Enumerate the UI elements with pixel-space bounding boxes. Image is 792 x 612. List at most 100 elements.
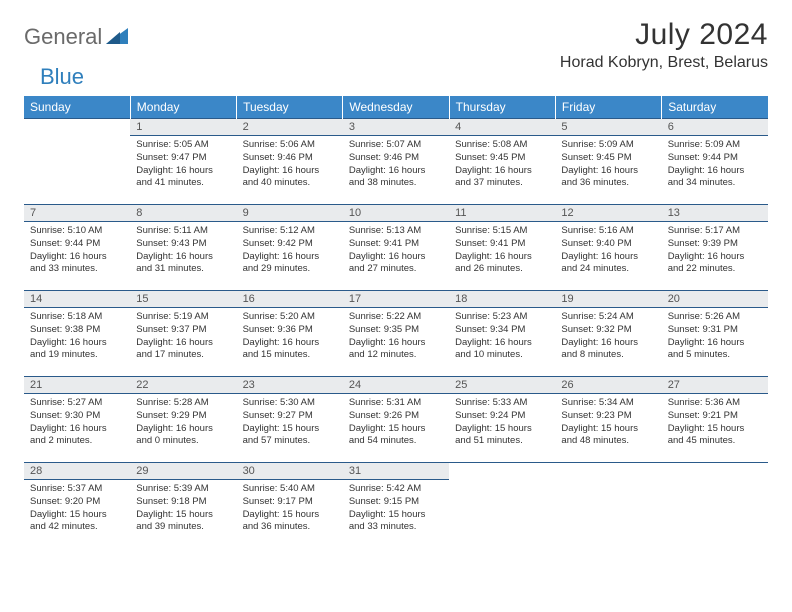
day-number: 5	[555, 119, 661, 136]
day-details: Sunrise: 5:30 AMSunset: 9:27 PMDaylight:…	[237, 394, 343, 448]
day-cell: 8Sunrise: 5:11 AMSunset: 9:43 PMDaylight…	[130, 205, 236, 291]
day-details: Sunrise: 5:20 AMSunset: 9:36 PMDaylight:…	[237, 308, 343, 362]
day-cell: 23Sunrise: 5:30 AMSunset: 9:27 PMDayligh…	[237, 377, 343, 463]
day-details: Sunrise: 5:42 AMSunset: 9:15 PMDaylight:…	[343, 480, 449, 534]
daylight-text: Daylight: 16 hours and 33 minutes.	[30, 251, 124, 277]
daylight-text: Daylight: 16 hours and 15 minutes.	[243, 337, 337, 363]
weekday-header: Sunday	[24, 96, 130, 119]
weekday-header: Saturday	[662, 96, 768, 119]
sunrise-text: Sunrise: 5:08 AM	[455, 139, 549, 152]
day-cell: 20Sunrise: 5:26 AMSunset: 9:31 PMDayligh…	[662, 291, 768, 377]
sunset-text: Sunset: 9:24 PM	[455, 410, 549, 423]
sunrise-text: Sunrise: 5:26 AM	[668, 311, 762, 324]
day-details: Sunrise: 5:10 AMSunset: 9:44 PMDaylight:…	[24, 222, 130, 276]
day-number: 4	[449, 119, 555, 136]
day-cell: 25Sunrise: 5:33 AMSunset: 9:24 PMDayligh…	[449, 377, 555, 463]
daylight-text: Daylight: 15 hours and 36 minutes.	[243, 509, 337, 535]
daylight-text: Daylight: 16 hours and 12 minutes.	[349, 337, 443, 363]
day-details: Sunrise: 5:19 AMSunset: 9:37 PMDaylight:…	[130, 308, 236, 362]
sunset-text: Sunset: 9:17 PM	[243, 496, 337, 509]
day-cell: .	[24, 119, 130, 205]
day-details: Sunrise: 5:07 AMSunset: 9:46 PMDaylight:…	[343, 136, 449, 190]
day-number: 24	[343, 377, 449, 394]
day-number: 23	[237, 377, 343, 394]
sunrise-text: Sunrise: 5:09 AM	[561, 139, 655, 152]
daylight-text: Daylight: 16 hours and 17 minutes.	[136, 337, 230, 363]
weekday-header: Tuesday	[237, 96, 343, 119]
sunrise-text: Sunrise: 5:17 AM	[668, 225, 762, 238]
day-cell: 2Sunrise: 5:06 AMSunset: 9:46 PMDaylight…	[237, 119, 343, 205]
week-row: 21Sunrise: 5:27 AMSunset: 9:30 PMDayligh…	[24, 377, 768, 463]
daylight-text: Daylight: 15 hours and 45 minutes.	[668, 423, 762, 449]
day-cell: 9Sunrise: 5:12 AMSunset: 9:42 PMDaylight…	[237, 205, 343, 291]
day-number: 12	[555, 205, 661, 222]
day-number: 27	[662, 377, 768, 394]
day-details: Sunrise: 5:16 AMSunset: 9:40 PMDaylight:…	[555, 222, 661, 276]
sunset-text: Sunset: 9:46 PM	[349, 152, 443, 165]
page-title: July 2024	[560, 18, 768, 52]
daylight-text: Daylight: 16 hours and 8 minutes.	[561, 337, 655, 363]
day-number: 1	[130, 119, 236, 136]
sunset-text: Sunset: 9:34 PM	[455, 324, 549, 337]
day-cell: 28Sunrise: 5:37 AMSunset: 9:20 PMDayligh…	[24, 463, 130, 549]
day-details: Sunrise: 5:06 AMSunset: 9:46 PMDaylight:…	[237, 136, 343, 190]
title-block: July 2024 Horad Kobryn, Brest, Belarus	[560, 18, 768, 72]
day-cell: 11Sunrise: 5:15 AMSunset: 9:41 PMDayligh…	[449, 205, 555, 291]
sunrise-text: Sunrise: 5:28 AM	[136, 397, 230, 410]
week-row: 7Sunrise: 5:10 AMSunset: 9:44 PMDaylight…	[24, 205, 768, 291]
daylight-text: Daylight: 15 hours and 39 minutes.	[136, 509, 230, 535]
sunset-text: Sunset: 9:21 PM	[668, 410, 762, 423]
daylight-text: Daylight: 16 hours and 0 minutes.	[136, 423, 230, 449]
daylight-text: Daylight: 15 hours and 48 minutes.	[561, 423, 655, 449]
day-number: 30	[237, 463, 343, 480]
logo-word-blue: Blue	[40, 64, 84, 90]
day-cell: 3Sunrise: 5:07 AMSunset: 9:46 PMDaylight…	[343, 119, 449, 205]
day-number: 16	[237, 291, 343, 308]
day-cell: 10Sunrise: 5:13 AMSunset: 9:41 PMDayligh…	[343, 205, 449, 291]
daylight-text: Daylight: 16 hours and 5 minutes.	[668, 337, 762, 363]
sunrise-text: Sunrise: 5:18 AM	[30, 311, 124, 324]
sunset-text: Sunset: 9:23 PM	[561, 410, 655, 423]
daylight-text: Daylight: 16 hours and 31 minutes.	[136, 251, 230, 277]
sunset-text: Sunset: 9:29 PM	[136, 410, 230, 423]
daylight-text: Daylight: 16 hours and 24 minutes.	[561, 251, 655, 277]
day-number: 14	[24, 291, 130, 308]
day-cell: 24Sunrise: 5:31 AMSunset: 9:26 PMDayligh…	[343, 377, 449, 463]
day-details: Sunrise: 5:08 AMSunset: 9:45 PMDaylight:…	[449, 136, 555, 190]
sunrise-text: Sunrise: 5:11 AM	[136, 225, 230, 238]
sunrise-text: Sunrise: 5:09 AM	[668, 139, 762, 152]
sunset-text: Sunset: 9:26 PM	[349, 410, 443, 423]
sunset-text: Sunset: 9:41 PM	[349, 238, 443, 251]
daylight-text: Daylight: 16 hours and 37 minutes.	[455, 165, 549, 191]
sunset-text: Sunset: 9:32 PM	[561, 324, 655, 337]
week-row: .1Sunrise: 5:05 AMSunset: 9:47 PMDayligh…	[24, 119, 768, 205]
sunset-text: Sunset: 9:30 PM	[30, 410, 124, 423]
day-number: 11	[449, 205, 555, 222]
weekday-header: Monday	[130, 96, 236, 119]
daylight-text: Daylight: 16 hours and 38 minutes.	[349, 165, 443, 191]
daylight-text: Daylight: 16 hours and 22 minutes.	[668, 251, 762, 277]
weekday-header: Wednesday	[343, 96, 449, 119]
day-number: 19	[555, 291, 661, 308]
logo-triangle-icon	[106, 26, 128, 49]
day-cell: 27 Sunrise: 5:36 AMSunset: 9:21 PMDayligh…	[662, 377, 768, 463]
week-row: 28Sunrise: 5:37 AMSunset: 9:20 PMDayligh…	[24, 463, 768, 549]
sunrise-text: Sunrise: 5:31 AM	[349, 397, 443, 410]
day-number: 9	[237, 205, 343, 222]
day-number: 18	[449, 291, 555, 308]
sunrise-text: Sunrise: 5:22 AM	[349, 311, 443, 324]
sunset-text: Sunset: 9:45 PM	[455, 152, 549, 165]
sunrise-text: Sunrise: 5:36 AM	[668, 397, 762, 410]
day-details: Sunrise: 5:09 AMSunset: 9:45 PMDaylight:…	[555, 136, 661, 190]
day-cell: 26 Sunrise: 5:34 AMSunset: 9:23 PMDayligh…	[555, 377, 661, 463]
daylight-text: Daylight: 16 hours and 36 minutes.	[561, 165, 655, 191]
day-number: 26	[555, 377, 661, 394]
day-number: 29	[130, 463, 236, 480]
day-details: Sunrise: 5:05 AMSunset: 9:47 PMDaylight:…	[130, 136, 236, 190]
day-details: Sunrise: 5:39 AMSunset: 9:18 PMDaylight:…	[130, 480, 236, 534]
day-cell: .	[449, 463, 555, 549]
sunrise-text: Sunrise: 5:06 AM	[243, 139, 337, 152]
day-details: Sunrise: 5:11 AMSunset: 9:43 PMDaylight:…	[130, 222, 236, 276]
sunrise-text: Sunrise: 5:34 AM	[561, 397, 655, 410]
day-number: 21	[24, 377, 130, 394]
